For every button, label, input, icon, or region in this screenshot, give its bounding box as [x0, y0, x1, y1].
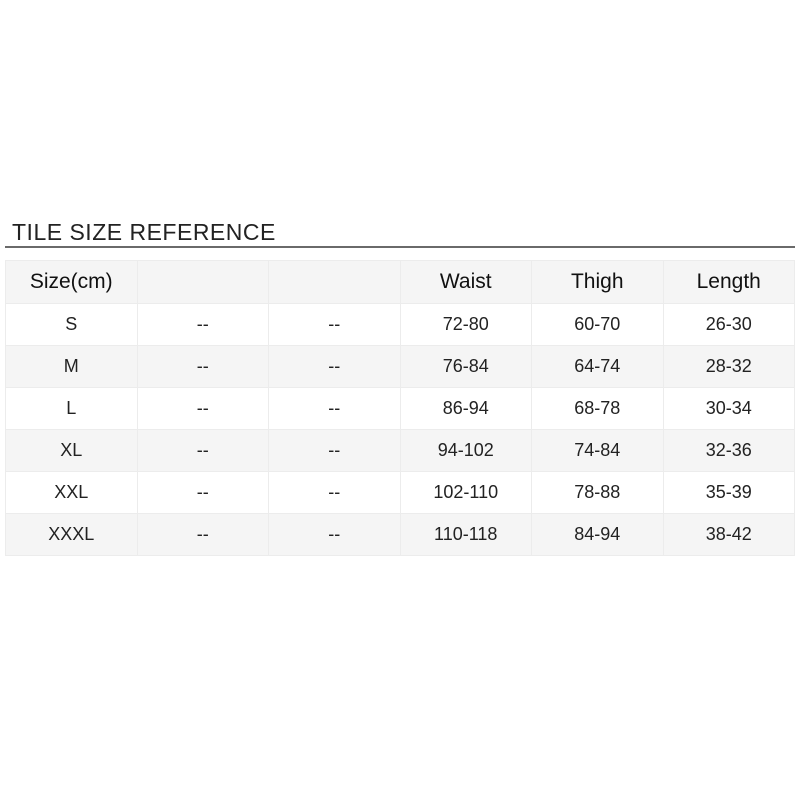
table-cell: L: [5, 387, 138, 430]
table-row: M -- -- 76-84 64-74 28-32: [5, 345, 795, 388]
column-header: Size(cm): [5, 260, 138, 304]
table-cell: 38-42: [662, 513, 795, 556]
table-cell: --: [268, 387, 401, 430]
header-row: Size(cm) Waist Thigh Length: [5, 260, 795, 304]
column-header: Thigh: [531, 260, 664, 304]
table-cell: --: [268, 345, 401, 388]
table-cell: 110-118: [399, 513, 532, 556]
table-cell: --: [268, 471, 401, 514]
table-cell: --: [136, 429, 269, 472]
table-cell: --: [136, 387, 269, 430]
table-cell: XL: [5, 429, 138, 472]
column-header: Length: [662, 260, 795, 304]
table-row: XXL -- -- 102-110 78-88 35-39: [5, 471, 795, 514]
table-cell: --: [136, 513, 269, 556]
table-cell: --: [268, 303, 401, 346]
table-row: XL -- -- 94-102 74-84 32-36: [5, 429, 795, 472]
table-cell: 64-74: [531, 345, 664, 388]
table-cell: 68-78: [531, 387, 664, 430]
table-cell: --: [268, 513, 401, 556]
table-cell: XXXL: [5, 513, 138, 556]
table-cell: 86-94: [399, 387, 532, 430]
table-cell: --: [136, 471, 269, 514]
table-row: S -- -- 72-80 60-70 26-30: [5, 303, 795, 346]
column-header: [268, 260, 401, 304]
table-cell: XXL: [5, 471, 138, 514]
table-cell: 78-88: [531, 471, 664, 514]
table-cell: 30-34: [662, 387, 795, 430]
table-cell: 35-39: [662, 471, 795, 514]
table-cell: 28-32: [662, 345, 795, 388]
title-divider: [5, 246, 795, 248]
table-cell: --: [268, 429, 401, 472]
table-row: L -- -- 86-94 68-78 30-34: [5, 387, 795, 430]
size-table: Size(cm) Waist Thigh Length S -- -- 72-80 60-70 2…: [5, 260, 795, 556]
page-title: TILE SIZE REFERENCE: [12, 219, 276, 245]
column-header: [136, 260, 269, 304]
table-cell: 84-94: [531, 513, 664, 556]
column-header: Waist: [399, 260, 532, 304]
table-cell: 74-84: [531, 429, 664, 472]
table-cell: 76-84: [399, 345, 532, 388]
table-cell: 72-80: [399, 303, 532, 346]
table-cell: 102-110: [399, 471, 532, 514]
table-cell: --: [136, 345, 269, 388]
table-row: XXXL -- -- 110-118 84-94 38-42: [5, 513, 795, 556]
table-cell: S: [5, 303, 138, 346]
table-cell: M: [5, 345, 138, 388]
table-cell: --: [136, 303, 269, 346]
table-cell: 60-70: [531, 303, 664, 346]
table-cell: 94-102: [399, 429, 532, 472]
table-cell: 26-30: [662, 303, 795, 346]
table-cell: 32-36: [662, 429, 795, 472]
